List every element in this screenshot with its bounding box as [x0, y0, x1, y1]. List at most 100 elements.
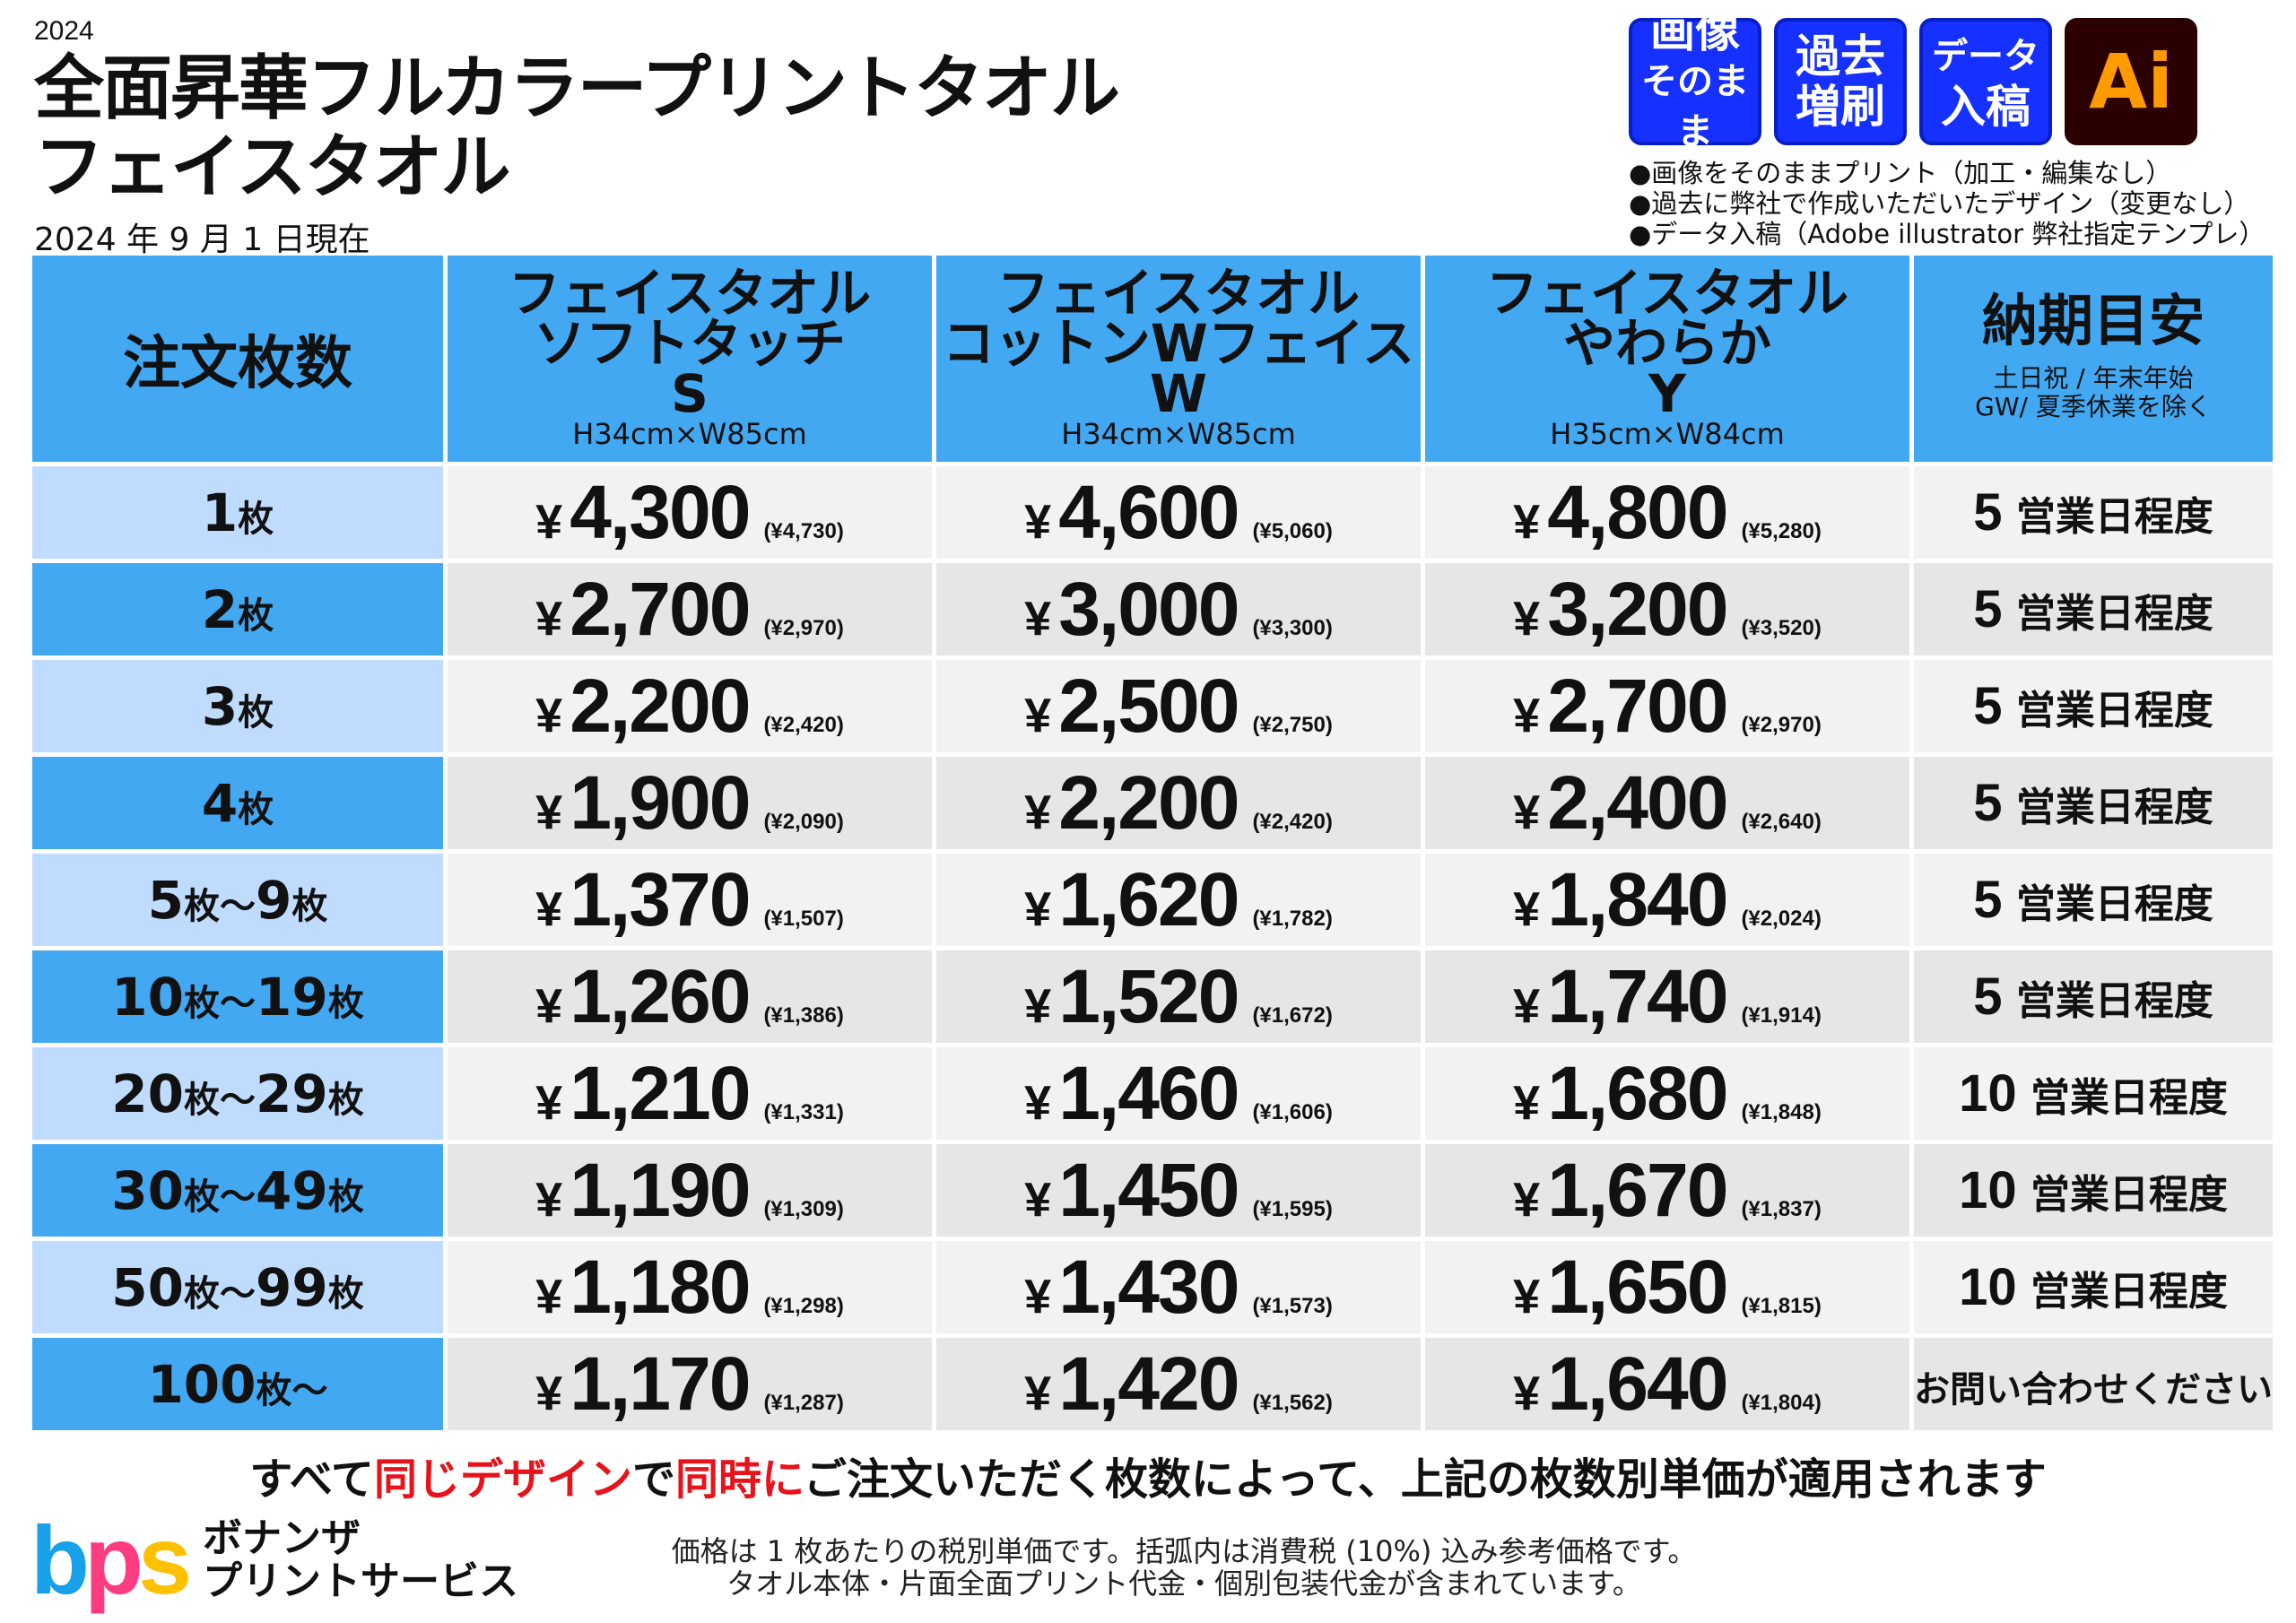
tax-included-price: (¥2,970)	[1741, 713, 1822, 737]
product-header-w: フェイスタオル コットンWフェイス W H34cm×W85cm	[936, 256, 1421, 462]
delivery-text: 営業日程度	[2030, 1172, 2228, 1218]
price-cell: ¥4,800 (¥5,280)	[1425, 466, 1909, 559]
delivery-text: 営業日程度	[2015, 494, 2213, 540]
price-cell: ¥1,620 (¥1,782)	[936, 854, 1421, 946]
unit-price: 1,430	[1058, 1245, 1239, 1329]
company-name: ボナンザ プリントサービス	[203, 1517, 518, 1603]
yen-symbol: ¥	[1513, 1270, 1541, 1324]
unit-price: 2,400	[1547, 760, 1728, 845]
unit-price: 1,210	[570, 1051, 751, 1135]
unit-price: 1,670	[1547, 1148, 1728, 1232]
unit-price: 1,840	[1547, 857, 1728, 942]
qty-unit: 枚～	[256, 1369, 328, 1411]
qty-cell: 10枚～19枚	[32, 950, 443, 1043]
product-header-y: フェイスタオル やわらか Y H35cm×W84cm	[1425, 256, 1909, 462]
footer-line: 価格は 1 枚あたりの税別単価です。括弧内は消費税 (10%) 込み参考価格です…	[671, 1534, 1697, 1568]
statement-text: で	[631, 1454, 675, 1505]
tax-included-price: (¥2,090)	[763, 810, 844, 834]
table-row: 20枚～29枚 ¥1,210 (¥1,331) ¥1,460 (¥1,606) ¥1,68…	[32, 1047, 2273, 1140]
yen-symbol: ¥	[535, 1367, 563, 1420]
page-title: 全面昇華フルカラープリントタオル フェイスタオル	[34, 49, 1120, 207]
note-line: ●過去に弊社で作成いただいたデザイン（変更なし）	[1629, 188, 2250, 219]
unit-price: 1,740	[1547, 954, 1728, 1038]
tax-included-price: (¥3,300)	[1252, 616, 1333, 640]
tax-included-price: (¥1,309)	[763, 1197, 844, 1221]
badge-label: 画像	[1650, 5, 1740, 57]
product-name: フェイスタオル	[1485, 263, 1849, 324]
yen-symbol: ¥	[1024, 785, 1052, 839]
yen-symbol: ¥	[1513, 882, 1541, 936]
note-line: ●画像をそのままプリント（加工・編集なし）	[1629, 158, 2172, 188]
delivery-days: 10	[1959, 1161, 2017, 1219]
qty-column-header: 注文枚数	[32, 256, 443, 462]
year-label: 2024	[34, 16, 94, 46]
qty-number: 1	[201, 482, 239, 543]
qty-unit: 枚～	[184, 982, 256, 1024]
delivery-text: 営業日程度	[2015, 785, 2213, 830]
yen-symbol: ¥	[535, 1173, 563, 1227]
qty-unit: 枚	[238, 595, 274, 637]
unit-price: 4,600	[1058, 470, 1239, 554]
tax-included-price: (¥1,331)	[763, 1100, 844, 1124]
price-cell: ¥2,400 (¥2,640)	[1425, 757, 1909, 849]
price-cell: ¥2,200 (¥2,420)	[448, 660, 932, 752]
unit-price: 1,650	[1547, 1245, 1728, 1329]
product-name: フェイスタオル	[508, 263, 872, 324]
unit-price: 4,300	[570, 470, 751, 554]
qty-cell: 50枚～99枚	[32, 1241, 443, 1333]
tax-included-price: (¥1,298)	[763, 1294, 844, 1318]
delivery-note: 土日祝 / 年末年始	[1993, 363, 2194, 393]
price-table: 注文枚数 フェイスタオル ソフトタッチ S H34cm×W85cm フェイスタオ…	[28, 251, 2277, 1435]
unit-price: 1,460	[1058, 1051, 1239, 1135]
yen-symbol: ¥	[535, 592, 563, 646]
yen-symbol: ¥	[1513, 1076, 1541, 1130]
qty-number: 9	[256, 869, 292, 931]
product-name: フェイスタオル	[996, 263, 1361, 324]
delivery-text: 営業日程度	[2015, 978, 2213, 1024]
tax-included-price: (¥1,595)	[1252, 1197, 1333, 1221]
unit-price: 1,260	[570, 954, 751, 1038]
yen-symbol: ¥	[535, 1270, 563, 1324]
delivery-days: 5	[1973, 483, 2003, 542]
price-cell: ¥2,700 (¥2,970)	[448, 563, 932, 655]
tax-included-price: (¥2,970)	[763, 616, 844, 640]
delivery-cell: 5 営業日程度	[1914, 466, 2273, 559]
yen-symbol: ¥	[535, 1076, 563, 1130]
yen-symbol: ¥	[535, 689, 563, 742]
qty-unit: 枚	[327, 1079, 364, 1121]
delivery-text: お問い合わせください	[1914, 1369, 2273, 1410]
product-type: コットンWフェイス	[942, 313, 1415, 374]
qty-number: 5	[147, 869, 184, 931]
unit-price: 2,200	[570, 664, 751, 748]
statement-highlight: 同時に	[674, 1454, 804, 1505]
price-cell: ¥1,370 (¥1,507)	[448, 854, 932, 946]
qty-number: 10	[111, 966, 184, 1028]
tax-included-price: (¥2,640)	[1741, 810, 1822, 834]
price-cell: ¥1,430 (¥1,573)	[936, 1241, 1421, 1333]
tax-included-price: (¥1,914)	[1741, 1003, 1822, 1028]
price-cell: ¥1,680 (¥1,848)	[1425, 1047, 1909, 1140]
company-name-line: ボナンザ	[203, 1515, 361, 1561]
delivery-days: 5	[1973, 580, 2003, 638]
delivery-cell: 5 営業日程度	[1914, 660, 2273, 752]
tax-included-price: (¥2,420)	[763, 713, 844, 737]
product-size: H35cm×W84cm	[1550, 417, 1785, 451]
note-line: ●データ入稿（Adobe illustrator 弊社指定テンプレ）	[1629, 219, 2266, 249]
badge-reprint: 過去 増刷	[1774, 18, 1907, 145]
delivery-days: 5	[1973, 871, 2003, 929]
unit-price: 4,800	[1547, 470, 1728, 554]
qty-number: 3	[201, 675, 239, 737]
badge-label: 増刷	[1796, 81, 1885, 133]
yen-symbol: ¥	[1024, 495, 1052, 549]
qty-unit: 枚	[291, 885, 328, 927]
tax-included-price: (¥1,507)	[763, 907, 844, 931]
yen-symbol: ¥	[1513, 979, 1541, 1033]
qty-number: 30	[111, 1159, 184, 1221]
badge-image-as-is: 画像 そのまま	[1629, 6, 1761, 152]
qty-number: 4	[201, 772, 239, 834]
unit-price: 1,620	[1058, 857, 1239, 942]
yen-symbol: ¥	[1513, 1173, 1541, 1227]
unit-price: 1,180	[570, 1245, 751, 1329]
unit-price: 1,680	[1547, 1051, 1728, 1135]
